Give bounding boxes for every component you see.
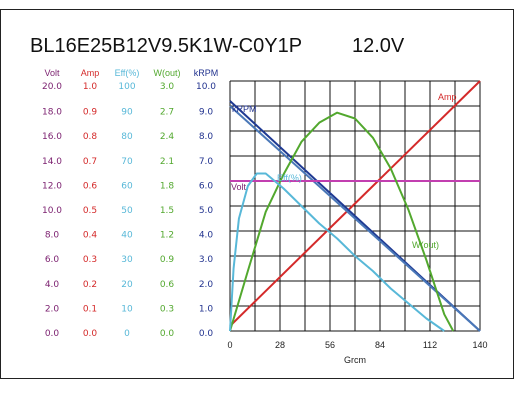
tick-label-wout: 2.7	[160, 108, 174, 118]
tick-label-volt: 6.0	[45, 255, 60, 265]
tick-label-eff: 90	[121, 108, 133, 118]
x-tick-label: 140	[472, 340, 487, 350]
tick-label-volt: 0.0	[45, 329, 60, 339]
tick-label-volt: 10.0	[42, 206, 62, 216]
axis-header-amp: Amp	[81, 68, 100, 78]
tick-label-amp: 0.2	[83, 280, 97, 290]
tick-label-krpm: 5.0	[199, 206, 214, 216]
tick-label-amp: 0.8	[83, 132, 98, 142]
tick-label-volt: 16.0	[42, 132, 62, 142]
tick-label-eff: 0	[124, 329, 130, 339]
tick-label-amp: 1.0	[83, 82, 98, 92]
tick-label-volt: 12.0	[42, 181, 62, 191]
tick-label-amp: 0.4	[83, 231, 98, 241]
axis-header-eff: Eff(%)	[115, 68, 140, 78]
tick-label-wout: 2.1	[160, 157, 174, 167]
annotation-volt: Volt	[231, 182, 247, 192]
x-tick-label: 112	[423, 340, 437, 350]
tick-label-amp: 0.1	[83, 304, 97, 314]
tick-label-eff: 30	[121, 255, 133, 265]
series-line-eff	[229, 172, 445, 332]
tick-label-amp: 0.7	[83, 157, 97, 167]
tick-label-volt: 20.0	[42, 82, 62, 92]
chart-frame	[0, 9, 514, 379]
tick-label-amp: 0.9	[83, 108, 98, 118]
tick-label-eff: 100	[118, 82, 135, 92]
tick-label-krpm: 4.0	[199, 231, 214, 241]
tick-label-wout: 1.2	[160, 231, 174, 241]
tick-label-wout: 0.0	[160, 329, 175, 339]
tick-label-eff: 50	[121, 206, 133, 216]
tick-label-volt: 4.0	[45, 280, 60, 290]
tick-label-wout: 0.9	[160, 255, 175, 265]
tick-label-wout: 2.4	[160, 132, 175, 142]
series-line-wout	[229, 111, 455, 332]
tick-label-krpm: 9.0	[199, 108, 214, 118]
x-tick-label: 56	[325, 340, 335, 350]
tick-label-volt: 2.0	[45, 304, 60, 314]
tick-label-wout: 0.6	[160, 280, 175, 290]
annotation-krpm: kRPM	[232, 104, 257, 114]
tick-label-eff: 70	[121, 157, 133, 167]
tick-label-krpm: 8.0	[199, 132, 214, 142]
tick-label-krpm: 7.0	[199, 157, 214, 167]
tick-label-krpm: 0.0	[199, 329, 214, 339]
tick-label-amp: 0.5	[83, 206, 97, 216]
tick-label-eff: 20	[121, 280, 133, 290]
tick-label-eff: 60	[121, 181, 133, 191]
tick-label-krpm: 3.0	[199, 255, 214, 265]
tick-label-amp: 0.0	[83, 329, 98, 339]
tick-label-wout: 1.5	[160, 206, 174, 216]
tick-label-volt: 8.0	[45, 231, 60, 241]
x-axis-label: Grcm	[344, 355, 366, 365]
tick-label-volt: 18.0	[42, 108, 62, 118]
tick-label-eff: 10	[121, 304, 133, 314]
x-tick-label: 28	[275, 340, 285, 350]
tick-label-wout: 3.0	[160, 82, 175, 92]
x-tick-label: 0	[227, 340, 232, 350]
annotation-eff: Eff(%)	[277, 173, 302, 183]
tick-label-eff: 80	[121, 132, 133, 142]
tick-label-krpm: 10.0	[196, 82, 216, 92]
tick-label-eff: 40	[121, 231, 133, 241]
tick-label-krpm: 1.0	[199, 304, 214, 314]
axis-header-krpm: kRPM	[194, 68, 219, 78]
tick-label-amp: 0.6	[83, 181, 98, 191]
tick-label-amp: 0.3	[83, 255, 97, 265]
tick-label-wout: 1.8	[160, 181, 175, 191]
tick-label-krpm: 6.0	[199, 181, 214, 191]
axis-header-volt: Volt	[44, 68, 60, 78]
tick-label-krpm: 2.0	[199, 280, 214, 290]
chart-title: BL16E25B12V9.5K1W-C0Y1P	[30, 35, 302, 57]
annotation-wout: W(out)	[412, 240, 439, 250]
series-line-amp	[229, 80, 481, 327]
tick-label-wout: 0.3	[160, 304, 174, 314]
x-tick-label: 84	[375, 340, 385, 350]
annotation-amp: Amp	[438, 92, 457, 102]
tick-label-volt: 14.0	[42, 157, 62, 167]
axis-header-wout: W(out)	[154, 68, 181, 78]
voltage-label: 12.0V	[352, 35, 405, 57]
